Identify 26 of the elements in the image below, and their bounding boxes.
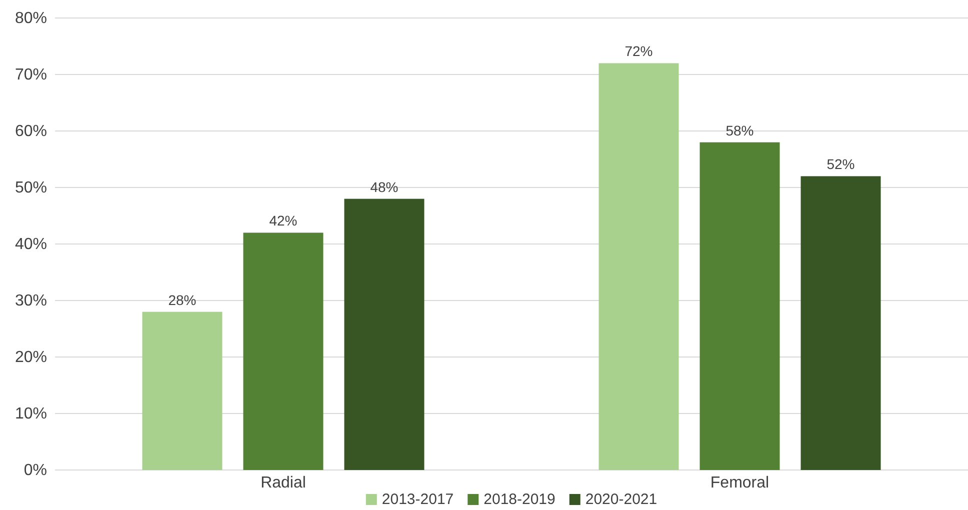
x-tick-label: Radial — [260, 474, 306, 492]
x-tick-label: Femoral — [710, 474, 770, 492]
legend-label: 2013-2017 — [382, 491, 454, 508]
y-tick-label: 0% — [24, 462, 47, 480]
data-label: 52% — [826, 156, 855, 172]
y-tick-label: 60% — [14, 123, 47, 140]
bar — [598, 63, 679, 470]
y-tick-label: 30% — [14, 292, 47, 310]
legend-label: 2020-2021 — [585, 491, 658, 508]
data-label: 42% — [269, 212, 298, 229]
y-tick-label: 50% — [14, 180, 47, 197]
y-tick-label: 70% — [14, 66, 47, 84]
y-tick-label: 20% — [14, 349, 47, 366]
bar — [344, 198, 424, 470]
bar — [243, 232, 324, 470]
data-label: 58% — [726, 122, 754, 138]
data-label: 72% — [624, 43, 653, 60]
y-tick-label: 40% — [14, 236, 47, 254]
bar — [700, 142, 780, 470]
data-label: 48% — [370, 178, 398, 195]
y-tick-label: 80% — [14, 10, 47, 28]
legend-label: 2018-2019 — [484, 491, 556, 508]
y-tick-label: 10% — [14, 406, 47, 423]
bar — [800, 176, 881, 470]
bar — [142, 312, 222, 470]
data-label: 28% — [168, 292, 196, 308]
